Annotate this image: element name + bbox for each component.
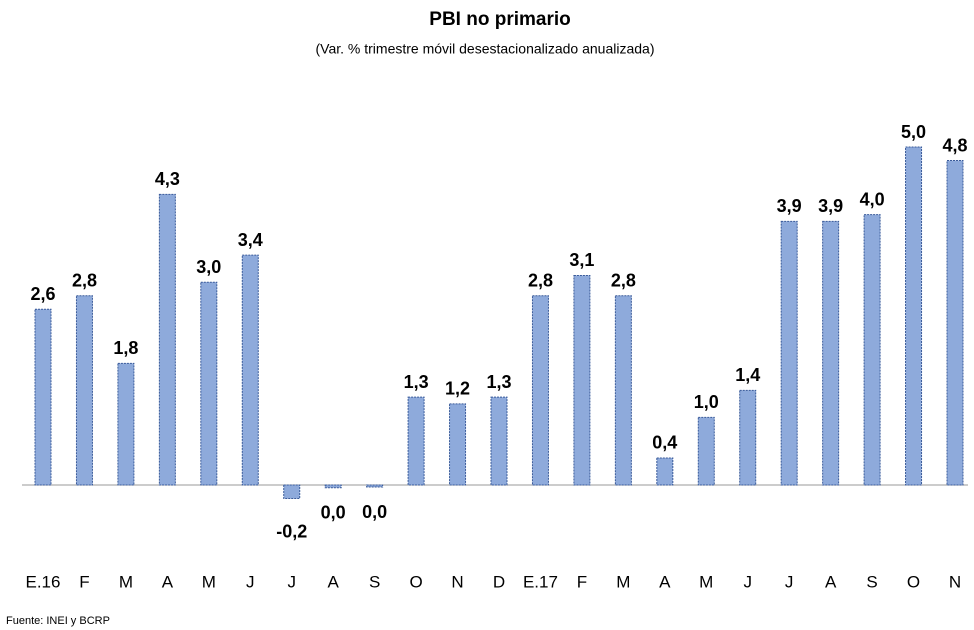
value-label: 2,8 <box>72 270 97 290</box>
chart-title: PBI no primario <box>429 9 570 30</box>
value-label: 2,6 <box>30 284 55 304</box>
value-label: 4,0 <box>860 189 885 209</box>
x-tick-label: O <box>907 572 920 591</box>
x-tick-label: O <box>409 572 422 591</box>
x-tick-label: E.16 <box>26 572 61 591</box>
bar <box>241 254 259 486</box>
value-label: 3,9 <box>818 196 843 216</box>
value-label: 1,8 <box>113 338 138 358</box>
value-label: 1,4 <box>735 365 760 385</box>
value-label: 0,0 <box>362 502 387 522</box>
bar <box>34 308 52 486</box>
value-label: 3,1 <box>569 250 594 270</box>
bar <box>490 396 508 486</box>
value-label: 2,8 <box>528 270 553 290</box>
x-tick-label: M <box>699 572 713 591</box>
bar <box>614 295 632 486</box>
bar <box>75 295 93 486</box>
bar <box>117 362 135 486</box>
value-label: 1,2 <box>445 379 470 399</box>
bar <box>573 274 591 486</box>
bar <box>905 146 923 486</box>
bar <box>449 403 467 486</box>
value-label: -0,2 <box>276 521 307 541</box>
x-tick-label: A <box>659 572 671 591</box>
x-tick-label: S <box>866 572 877 591</box>
chart-subtitle: (Var. % trimestre móvil desestacionaliza… <box>315 41 654 57</box>
x-tick-label: F <box>79 572 89 591</box>
bar <box>739 389 757 486</box>
value-label: 0,0 <box>321 502 346 522</box>
x-tick-label: N <box>949 572 961 591</box>
bar <box>283 484 301 500</box>
value-label: 5,0 <box>901 122 926 142</box>
x-tick-label: J <box>287 572 296 591</box>
value-label: 1,3 <box>486 372 511 392</box>
value-label: 1,0 <box>694 392 719 412</box>
bar <box>656 457 674 486</box>
bar <box>366 484 384 488</box>
x-tick-label: M <box>202 572 216 591</box>
value-label: 1,3 <box>404 372 429 392</box>
x-tick-label: M <box>616 572 630 591</box>
x-tick-label: D <box>493 572 505 591</box>
value-label: 3,0 <box>196 257 221 277</box>
bar <box>822 220 840 486</box>
bar <box>531 295 549 486</box>
bar <box>946 160 964 486</box>
bar <box>407 396 425 486</box>
x-tick-label: A <box>328 572 340 591</box>
x-tick-label: E.17 <box>523 572 558 591</box>
x-tick-label: F <box>577 572 587 591</box>
x-tick-label: N <box>451 572 463 591</box>
source-note: Fuente: INEI y BCRP <box>6 615 110 627</box>
x-tick-label: A <box>825 572 837 591</box>
value-label: 4,3 <box>155 169 180 189</box>
value-label: 3,4 <box>238 230 263 250</box>
x-tick-label: A <box>162 572 174 591</box>
bar <box>200 281 218 486</box>
x-tick-label: J <box>246 572 255 591</box>
x-tick-label: S <box>369 572 380 591</box>
x-tick-label: M <box>119 572 133 591</box>
value-label: 4,8 <box>942 135 967 155</box>
value-label: 0,4 <box>652 433 677 453</box>
bar <box>158 193 176 486</box>
value-label: 2,8 <box>611 270 636 290</box>
x-tick-label: J <box>785 572 794 591</box>
bar <box>697 416 715 486</box>
value-label: 3,9 <box>777 196 802 216</box>
bar <box>863 214 881 486</box>
bar <box>780 220 798 486</box>
x-tick-label: J <box>743 572 752 591</box>
bar <box>324 484 342 489</box>
